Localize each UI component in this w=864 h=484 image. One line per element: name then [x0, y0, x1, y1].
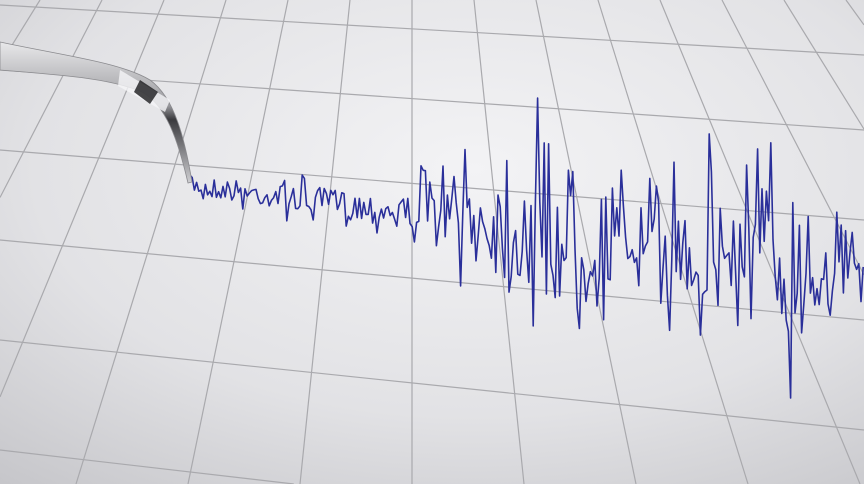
grid-line-vertical [783, 0, 864, 130]
grid-line-horizontal [0, 4, 864, 56]
grid-line-vertical [187, 0, 289, 484]
needle-arm [0, 41, 193, 184]
grid-line-horizontal [0, 339, 864, 431]
grid-line-vertical [535, 0, 637, 484]
grid-line-vertical [299, 0, 351, 484]
grid-line-horizontal [0, 239, 864, 321]
grid-line-vertical [597, 0, 749, 484]
grid-line-horizontal [0, 449, 294, 484]
grid-line-vertical [473, 0, 525, 484]
grid-line-vertical [0, 0, 103, 198]
grid-line-vertical [0, 0, 165, 398]
seismic-trace [189, 97, 864, 399]
grid-line-vertical [845, 0, 864, 26]
grid-line-vertical [75, 0, 227, 484]
